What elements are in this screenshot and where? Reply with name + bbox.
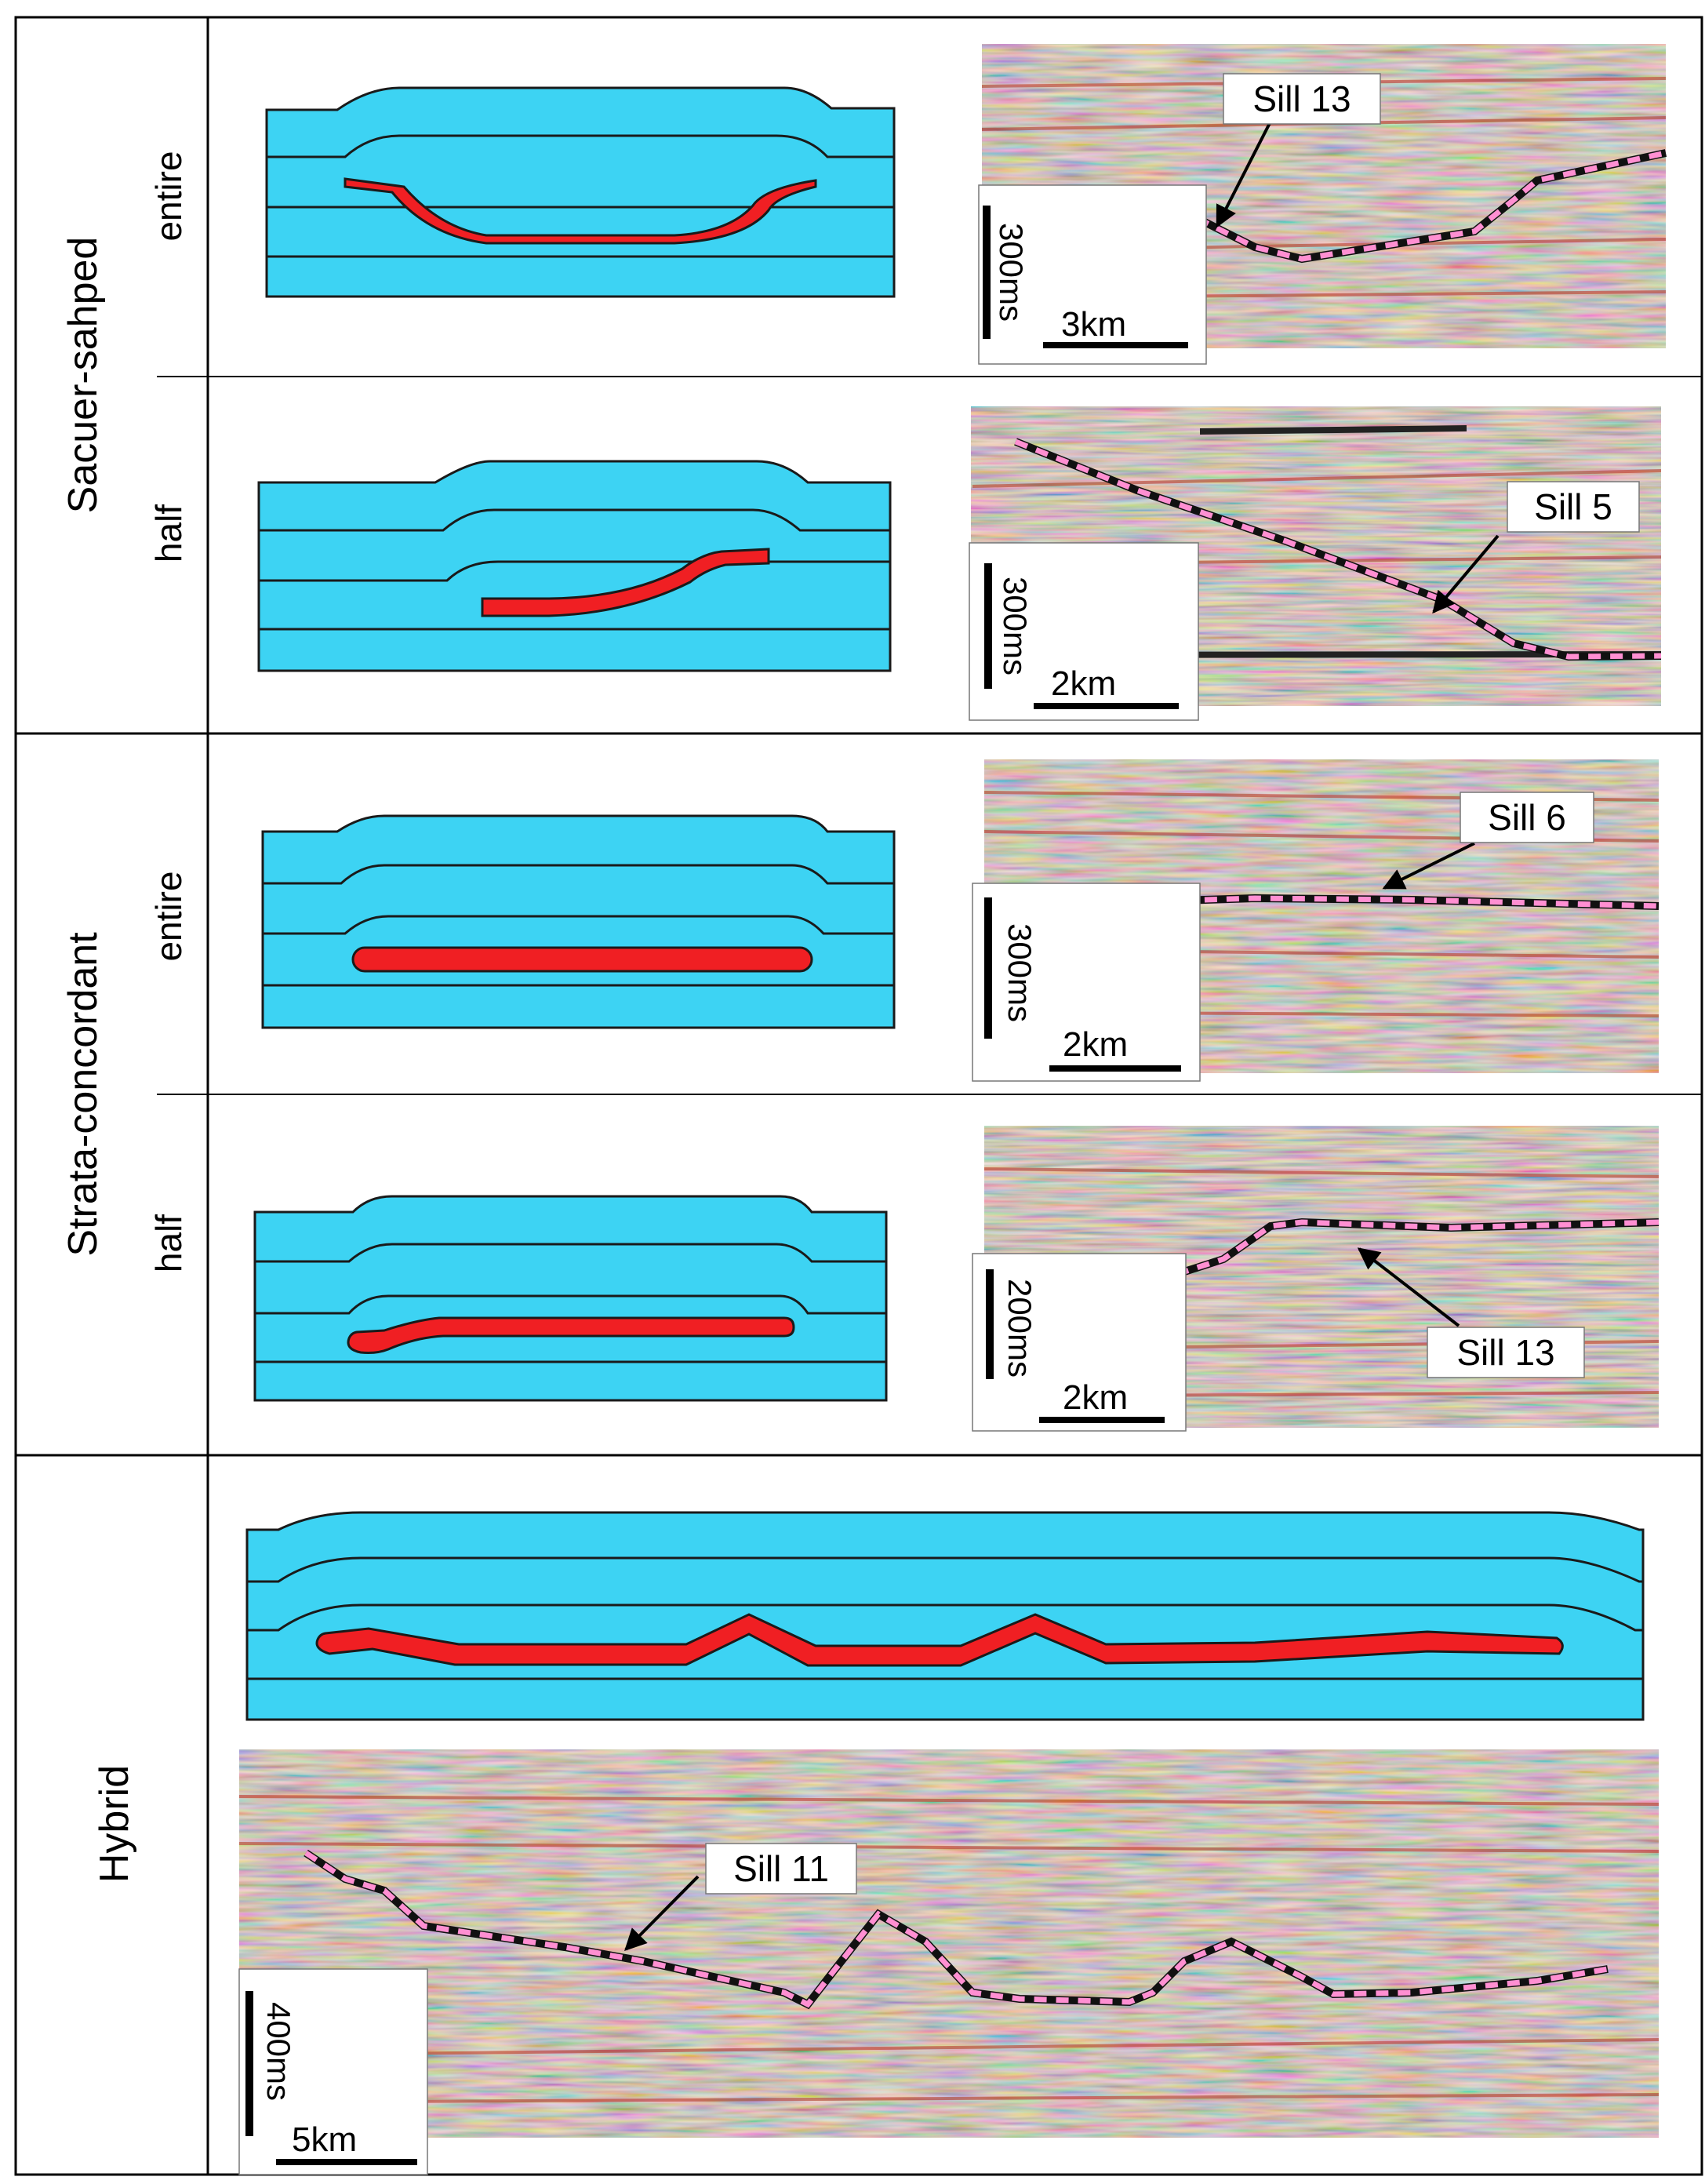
- strata-lines: [247, 1556, 1643, 1680]
- sill-label: Sill 5: [1534, 486, 1612, 527]
- sill-label-box: [1460, 792, 1594, 843]
- sill-arrow: [1382, 842, 1475, 890]
- sill-trace: [1050, 895, 1660, 909]
- seismic-panel-3: 300ms 2km Sill 6: [972, 759, 1660, 1082]
- strata-block: [245, 1511, 1645, 1721]
- time-scale-label: 300ms: [997, 577, 1034, 675]
- subtype-label-strata-entire: entire: [148, 871, 189, 961]
- sill-arrow: [1432, 534, 1500, 614]
- strata-block: [257, 460, 892, 672]
- time-scale-label: 400ms: [260, 2002, 297, 2101]
- sill-label-box: [705, 1843, 857, 1895]
- strata-block: [265, 86, 896, 298]
- strata-lines: [259, 508, 890, 631]
- sill-body: [347, 1316, 795, 1354]
- sill-label-box: [1427, 1327, 1585, 1378]
- distance-scale-bar: [1034, 703, 1179, 709]
- strata-lines: [255, 1243, 886, 1363]
- sill-label: Sill 11: [733, 1848, 829, 1889]
- distance-scale-bar: [1043, 342, 1188, 348]
- category-label-hybrid: Hybrid: [92, 1765, 137, 1883]
- distance-scale-label: 5km: [292, 2120, 357, 2159]
- sill-body: [351, 946, 813, 973]
- table-border: [14, 16, 1703, 2176]
- distance-scale-bar: [276, 2159, 417, 2165]
- sill-label-box: [1507, 481, 1640, 533]
- subtype-label-saucer-half: half: [148, 504, 189, 562]
- sill-arrow: [1216, 121, 1272, 228]
- sill-label: Sill 13: [1456, 1332, 1554, 1373]
- scale-box: [238, 1968, 428, 2175]
- schematic-strata-entire: [261, 814, 896, 1029]
- distance-scale-label: 3km: [1061, 305, 1126, 344]
- time-scale-bar: [986, 1269, 994, 1379]
- scale-box: [978, 184, 1207, 365]
- subtype-label-saucer-entire: entire: [148, 151, 189, 241]
- scale-box: [969, 542, 1199, 721]
- scale-box: [972, 883, 1201, 1082]
- distance-scale-bar: [1049, 1065, 1181, 1072]
- seismic-panel-4: 200ms 2km Sill 13: [972, 1126, 1660, 1432]
- time-scale-label: 200ms: [1002, 1279, 1038, 1378]
- subtype-label-strata-half: half: [148, 1214, 189, 1272]
- sill-body: [315, 1613, 1564, 1667]
- schematic-saucer-half: [257, 460, 892, 672]
- reflectors: [238, 1795, 1660, 2104]
- sill-body: [344, 177, 817, 245]
- sill-trace: [304, 1851, 1609, 2008]
- distance-scale-label: 2km: [1051, 664, 1116, 703]
- time-scale-bar: [983, 206, 991, 339]
- time-scale-label: 300ms: [993, 223, 1030, 322]
- sill-label: Sill 13: [1252, 78, 1351, 119]
- strata-block: [253, 1195, 888, 1402]
- time-scale-bar: [245, 1991, 253, 2136]
- seismic-panel-5: 400ms 5km Sill 11: [238, 1749, 1660, 2175]
- strata-lines: [263, 864, 894, 987]
- scale-box: [972, 1253, 1187, 1432]
- seismic-texture: [239, 1749, 1659, 2138]
- sill-trace: [1014, 439, 1662, 660]
- time-scale-label: 300ms: [1002, 923, 1038, 1022]
- sill-trace: [1112, 1219, 1660, 1298]
- distance-scale-label: 2km: [1063, 1378, 1128, 1417]
- schematic-hybrid: [245, 1511, 1645, 1721]
- sill-arrow: [1357, 1247, 1460, 1327]
- sill-body: [481, 548, 770, 617]
- strata-lines: [267, 134, 894, 258]
- strata-block: [261, 814, 896, 1029]
- sill-label: Sill 6: [1488, 797, 1566, 838]
- distance-scale-label: 2km: [1063, 1025, 1128, 1064]
- sill-label-box: [1223, 73, 1381, 125]
- schematic-saucer-entire: [265, 86, 896, 298]
- time-scale-bar: [984, 563, 992, 689]
- table-frame: [14, 16, 1703, 2176]
- seismic-panel-2: 300ms 2km Sill 5: [969, 406, 1662, 721]
- schematic-strata-half: [253, 1195, 888, 1402]
- seismic-panel-1: 300ms 3km Sill 13: [978, 44, 1667, 365]
- category-label-saucer: Sacuer-sahped: [60, 237, 106, 514]
- time-scale-bar: [984, 897, 992, 1039]
- category-label-strata: Strata-concordant: [60, 932, 106, 1257]
- distance-scale-bar: [1039, 1417, 1165, 1423]
- sill-arrow: [624, 1875, 700, 1951]
